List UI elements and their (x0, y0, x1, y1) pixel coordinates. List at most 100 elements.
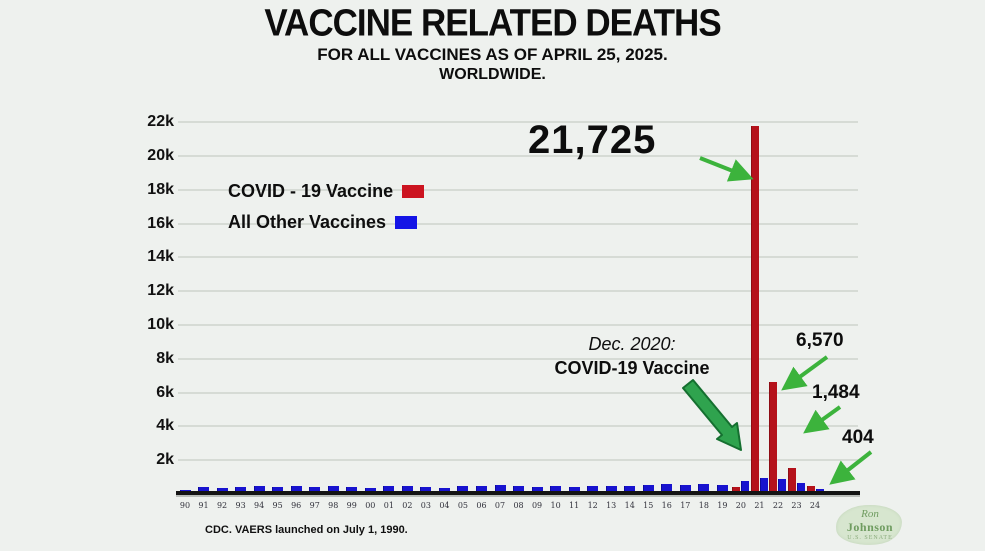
x-tick-label: 13 (606, 501, 617, 510)
legend: COVID - 19 Vaccine All Other Vaccines (228, 179, 425, 241)
x-tick-label: 03 (420, 501, 431, 510)
bar-other-11 (568, 487, 580, 493)
bar-covid-23 (787, 468, 796, 493)
y-tick-label: 6k (156, 383, 174, 401)
x-tick-label: 17 (680, 501, 691, 510)
bar-other-22 (778, 479, 787, 493)
x-axis-line (176, 491, 860, 495)
bar-other-10 (550, 486, 562, 493)
x-tick-label: 04 (439, 501, 450, 510)
x-tick-label: 16 (661, 501, 672, 510)
bar-other-04 (438, 488, 450, 493)
x-tick-label: 11 (569, 501, 580, 510)
gridline (178, 121, 858, 124)
x-tick-label: 00 (365, 501, 376, 510)
x-tick-label: 96 (291, 501, 302, 510)
bar-other-14 (624, 486, 636, 493)
source-footnote: CDC. VAERS launched on July 1, 1990. (205, 524, 408, 536)
bar-other-00 (364, 488, 376, 493)
y-tick-label: 16k (147, 214, 174, 232)
bar-other-23 (796, 483, 805, 493)
bar-covid-24 (806, 486, 815, 493)
gridline (178, 459, 858, 462)
x-tick-label: 90 (179, 501, 191, 510)
gridline (178, 357, 858, 360)
y-tick-label: 14k (147, 248, 174, 266)
x-tick-label: 12 (587, 501, 598, 510)
bar-other-98 (327, 486, 339, 493)
x-tick-label: 10 (550, 501, 561, 510)
x-tick-label: 09 (531, 501, 543, 510)
bar-other-95 (272, 487, 284, 493)
bar-other-93 (235, 487, 247, 493)
bar-other-08 (513, 486, 525, 493)
y-tick-label: 10k (147, 316, 174, 333)
x-tick-label: 22 (772, 501, 784, 510)
bar-other-97 (309, 487, 321, 493)
annotation-dec-2020: Dec. 2020: COVID-19 Vaccine (552, 334, 712, 379)
bar-other-05 (457, 486, 469, 493)
legend-label-other: All Other Vaccines (228, 211, 387, 232)
x-tick-label: 15 (643, 501, 654, 510)
y-tick-label: 12k (147, 282, 174, 300)
chart-header: VACCINE RELATED DEATHS FOR ALL VACCINES … (0, 2, 985, 84)
bar-other-15 (642, 485, 654, 493)
x-tick-label: 97 (309, 501, 320, 510)
annotation-dec-2020-label: COVID-19 Vaccine (554, 358, 710, 378)
x-tick-label: 14 (624, 501, 635, 510)
annotation-2023-value: 1,484 (812, 382, 860, 403)
x-axis-shadow (176, 495, 860, 497)
bar-other-17 (679, 485, 691, 493)
chart-title: VACCINE RELATED DEATHS (264, 2, 721, 45)
bar-other-06 (475, 486, 487, 493)
logo-text: Ron Johnson U.S. SENATE (836, 503, 904, 542)
chart-subtitle-worldwide: WORLDWIDE. (439, 66, 546, 83)
bar-other-19 (716, 485, 728, 493)
logo-line-johnson: Johnson (846, 520, 894, 534)
bar-other-02 (401, 486, 413, 493)
x-tick-label: 20 (735, 501, 746, 510)
legend-item-other: All Other Vaccines (228, 210, 424, 234)
bar-other-09 (531, 487, 543, 493)
x-tick-label: 92 (216, 501, 228, 510)
gridline (178, 256, 858, 259)
bar-other-94 (253, 486, 265, 493)
x-tick-label: 06 (476, 501, 487, 510)
y-axis-labels: 2k 4k 6k 8k 10k 12k 14k 16k 18k 20k 22k (126, 110, 174, 494)
x-tick-label: 21 (754, 501, 765, 510)
bar-other-21 (759, 478, 768, 493)
x-tick-label: 95 (272, 501, 283, 510)
bar-other-92 (216, 488, 228, 493)
bar-other-99 (346, 487, 358, 493)
x-axis-labels: 90 91 92 93 94 95 96 97 98 99 00 01 02 03 04 05 06 07 08 09… (178, 501, 868, 515)
annotation-2024-value: 404 (842, 427, 874, 448)
x-tick-label: 24 (809, 501, 821, 510)
bar-other-18 (698, 484, 710, 493)
plot-area (178, 110, 858, 494)
gridline (178, 391, 858, 394)
gridline (178, 324, 858, 326)
logo-line-senate: U.S. SENATE (847, 535, 893, 541)
x-tick-label: 99 (346, 501, 357, 510)
gridline (178, 290, 858, 293)
x-tick-label: 18 (698, 501, 709, 510)
bar-covid-20 (732, 487, 741, 493)
legend-swatch-other-blue (395, 215, 418, 229)
y-tick-label: 2k (156, 451, 174, 469)
annotation-peak-value: 21,725 (528, 118, 657, 162)
y-tick-label: 22k (147, 113, 174, 131)
y-tick-label: 8k (156, 349, 174, 367)
x-tick-label: 02 (402, 501, 413, 510)
y-tick-label: 18k (147, 180, 174, 198)
bar-other-20 (741, 481, 750, 493)
x-tick-label: 23 (791, 501, 802, 510)
bar-other-07 (494, 485, 506, 493)
legend-swatch-covid-red (402, 184, 425, 198)
gridline (178, 155, 858, 157)
ron-johnson-senate-logo: Ron Johnson U.S. SENATE (834, 502, 904, 548)
logo-line-ron: Ron (861, 508, 879, 520)
x-tick-label: 91 (198, 501, 209, 510)
bar-other-91 (198, 487, 210, 493)
y-tick-label: 20k (147, 147, 174, 164)
